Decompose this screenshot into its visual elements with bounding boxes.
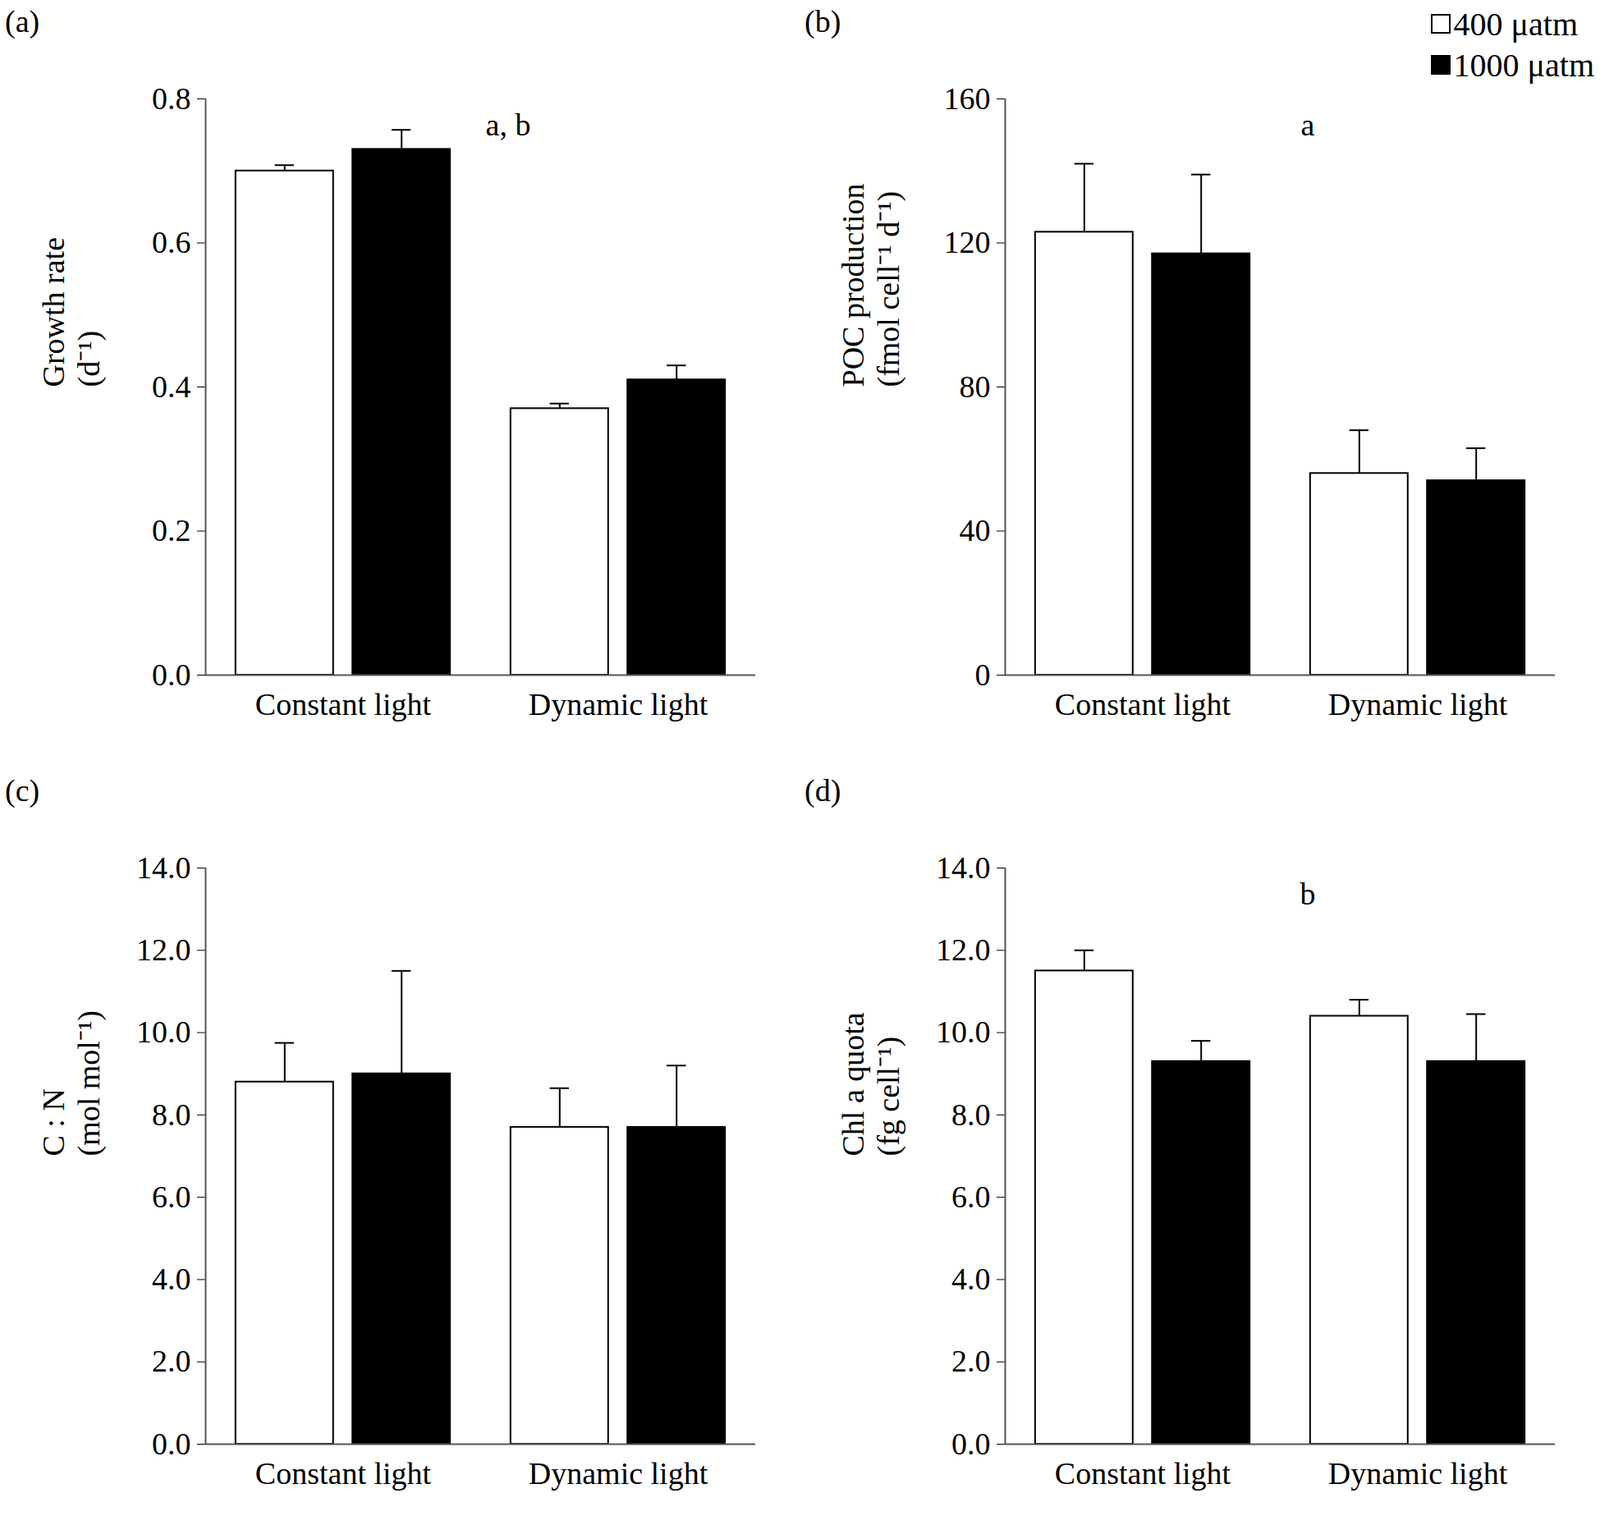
svg-text:POC production(fmol cell⁻¹ d⁻¹: POC production(fmol cell⁻¹ d⁻¹): [835, 183, 908, 387]
svg-text:12.0: 12.0: [935, 932, 991, 968]
svg-text:Constant light: Constant light: [1054, 1456, 1232, 1491]
svg-text:Constant light: Constant light: [255, 687, 432, 722]
svg-text:Dynamic light: Dynamic light: [1328, 1456, 1509, 1491]
svg-text:0.6: 0.6: [151, 224, 192, 260]
svg-text:2.0: 2.0: [951, 1343, 991, 1379]
svg-text:10.0: 10.0: [136, 1014, 192, 1050]
svg-text:120: 120: [944, 224, 991, 260]
svg-text:8.0: 8.0: [151, 1097, 192, 1133]
svg-text:Growth rate(d⁻¹): Growth rate(d⁻¹): [36, 237, 108, 388]
svg-text:80: 80: [959, 369, 991, 404]
svg-text:0.0: 0.0: [151, 657, 192, 693]
svg-text:4.0: 4.0: [951, 1261, 991, 1297]
svg-text:b: b: [1300, 876, 1316, 912]
svg-text:4.0: 4.0: [151, 1261, 192, 1297]
svg-text:Constant light: Constant light: [1054, 687, 1232, 722]
svg-text:10.0: 10.0: [935, 1014, 991, 1050]
html-text:(b): (b): [804, 4, 841, 39]
svg-text:0.2: 0.2: [151, 513, 192, 548]
html-text:(d): (d): [804, 773, 841, 808]
svg-text:8.0: 8.0: [951, 1097, 991, 1133]
svg-text:0.4: 0.4: [151, 369, 192, 404]
svg-text:C : N(mol mol⁻¹): C : N(mol mol⁻¹): [36, 1010, 108, 1156]
svg-text:a: a: [1301, 107, 1316, 143]
svg-text:160: 160: [944, 81, 991, 116]
html-text:(a): (a): [4, 4, 40, 39]
svg-text:0: 0: [975, 657, 991, 693]
svg-text:0.0: 0.0: [151, 1426, 192, 1462]
svg-text:14.0: 14.0: [935, 850, 991, 885]
svg-text:Dynamic light: Dynamic light: [1328, 687, 1509, 722]
html-text:400 μatm: 400 μatm: [1453, 5, 1578, 43]
svg-text:6.0: 6.0: [151, 1179, 192, 1215]
svg-text:Dynamic light: Dynamic light: [528, 1456, 709, 1491]
svg-text:40: 40: [959, 513, 991, 548]
html-text:(c): (c): [4, 773, 40, 808]
svg-text:12.0: 12.0: [136, 932, 192, 968]
svg-text:0.8: 0.8: [151, 81, 192, 116]
svg-text:Constant light: Constant light: [255, 1456, 432, 1491]
svg-text:6.0: 6.0: [951, 1179, 991, 1215]
html-text:1000 μatm: 1000 μatm: [1453, 46, 1595, 84]
svg-text:Dynamic light: Dynamic light: [528, 687, 709, 722]
svg-text:14.0: 14.0: [136, 850, 192, 885]
svg-text:Chl a quota(fg cell⁻¹): Chl a quota(fg cell⁻¹): [835, 1012, 908, 1156]
svg-text:2.0: 2.0: [151, 1343, 192, 1379]
svg-text:0.0: 0.0: [951, 1426, 991, 1462]
svg-text:a, b: a, b: [485, 107, 532, 143]
